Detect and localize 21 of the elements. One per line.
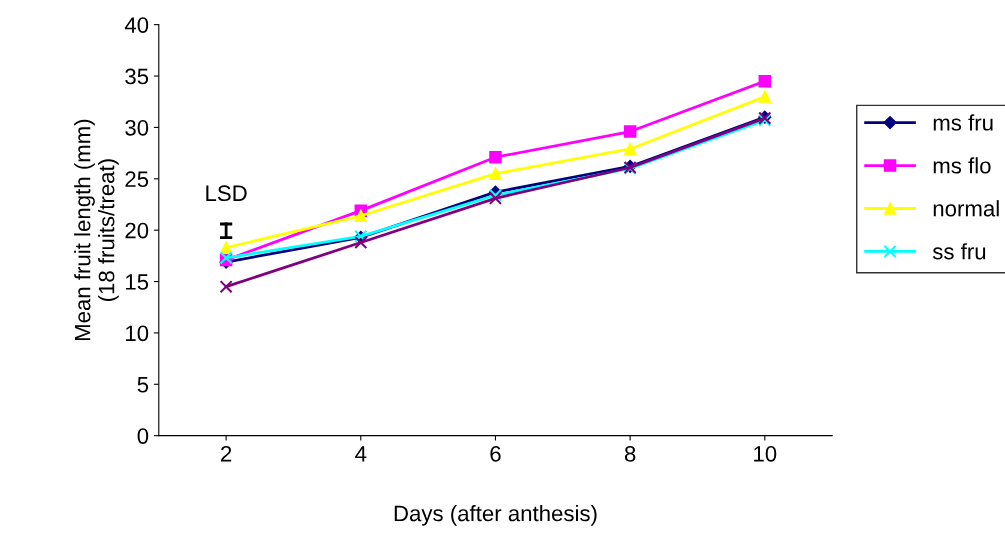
x-tick-label: 4 — [355, 446, 367, 462]
y-tick-label: 0 — [137, 428, 149, 444]
legend-label: ss fru — [932, 243, 986, 260]
legend-label: ms flo — [933, 157, 991, 174]
y-tick-label: 25 — [125, 171, 149, 188]
x-tick-label: 10 — [754, 445, 777, 462]
legend-label: normal — [933, 200, 999, 217]
y-tick-label: 20 — [125, 222, 149, 239]
y-tick-label: 10 — [126, 325, 149, 342]
x-tick-label: 2 — [221, 445, 232, 462]
y-tick-label: 30 — [125, 119, 149, 136]
y-tick-label: 35 — [125, 68, 149, 85]
x-axis-title: Days (after anthesis) — [394, 504, 597, 526]
x-tick-label: 6 — [490, 445, 501, 462]
x-tick-label: 8 — [624, 445, 636, 462]
annotation: LSD — [206, 185, 247, 202]
y-tick-label: 5 — [137, 377, 149, 393]
y-tick-label: 40 — [124, 17, 149, 33]
y-tick-label: 15 — [126, 274, 149, 290]
y-axis-title: Mean fruit length (mm) (18 fruits/treat) — [74, 119, 119, 341]
legend-label: ms fru — [933, 114, 993, 131]
